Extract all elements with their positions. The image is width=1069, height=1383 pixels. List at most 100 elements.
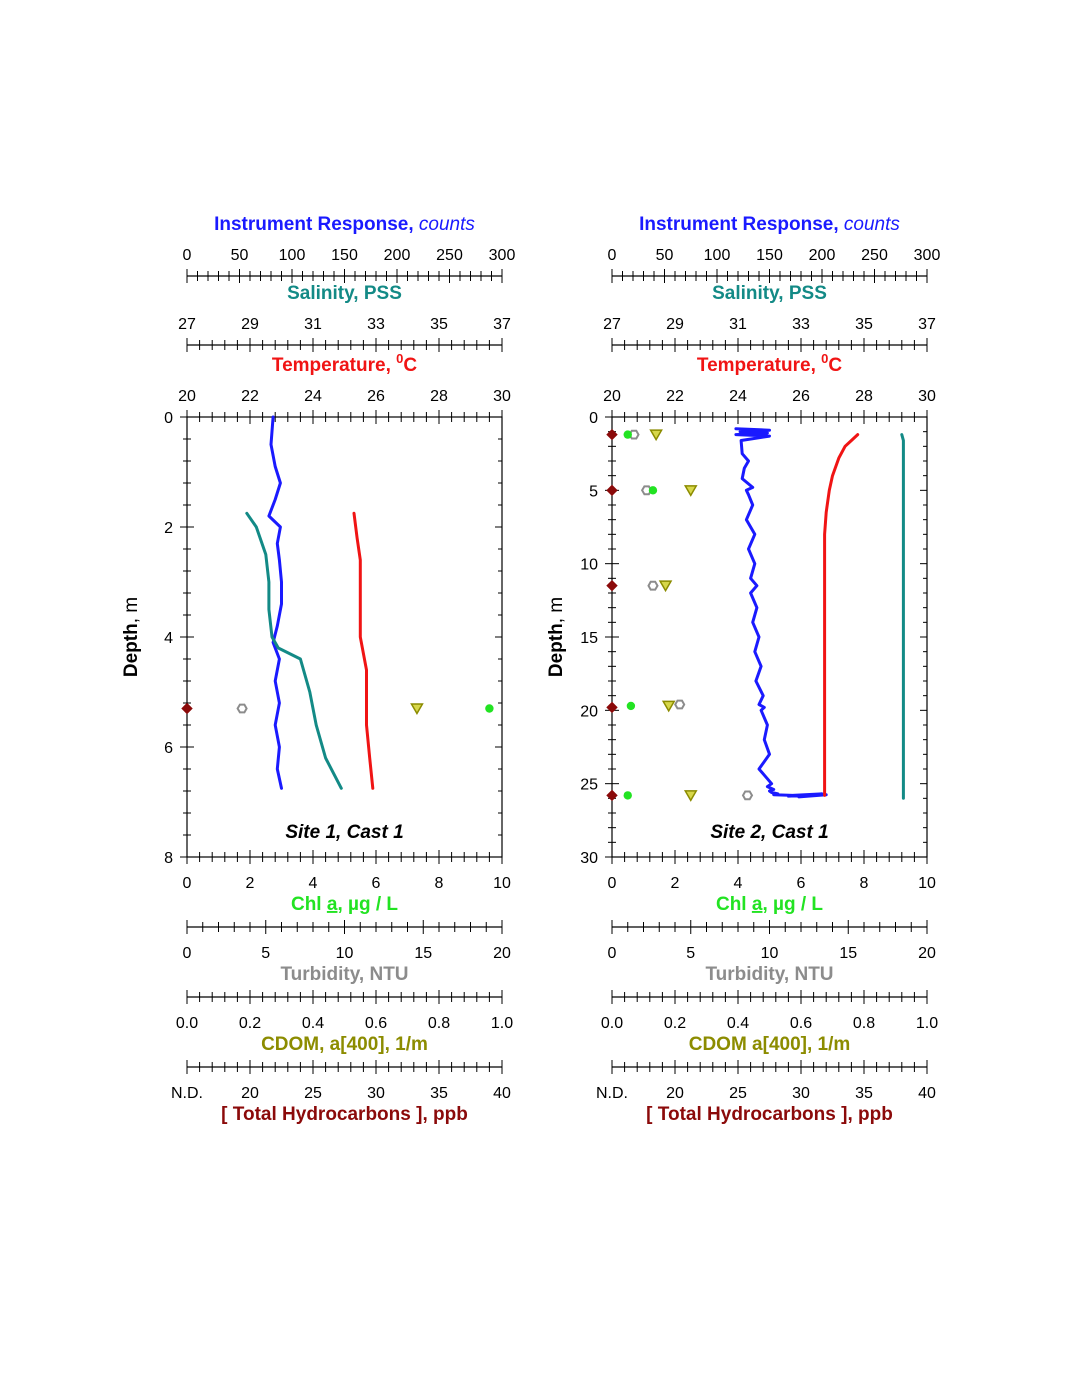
thc-axis-title: [ Total Hydrocarbons ], ppb: [221, 1104, 468, 1125]
tick-label: 10: [918, 875, 936, 892]
tick-label: 20: [666, 1085, 684, 1102]
tick-label: 8: [860, 875, 869, 892]
tick-label: 29: [241, 316, 259, 333]
tick-label: 0.6: [790, 1015, 812, 1032]
cdom-sample-marker: [658, 580, 673, 593]
cdom-axis-title: CDOM a[400], 1/m: [689, 1034, 851, 1055]
temp-axis-title: Temperature, 0C: [272, 351, 417, 376]
tick-label: 35: [430, 1085, 448, 1102]
tick-label: 2: [671, 875, 680, 892]
tick-label: 25: [729, 1085, 747, 1102]
tick-label: 35: [855, 316, 873, 333]
tick-label: 6: [164, 740, 173, 757]
turb-axis-title: Turbidity, NTU: [280, 964, 408, 985]
tick-label: 33: [792, 316, 810, 333]
tick-label: 24: [729, 388, 747, 405]
tick-label: 300: [914, 247, 941, 264]
tick-label: 0.8: [428, 1015, 450, 1032]
chl-sample-marker: [623, 430, 632, 439]
tick-label: 30: [493, 388, 511, 405]
tick-label: 30: [792, 1085, 810, 1102]
temp-profile-line: [352, 511, 375, 790]
turb-axis: 0 5 10 15 20 Turbidity, NTU: [608, 920, 936, 985]
ir-axis-title: Instrument Response, counts: [639, 214, 900, 235]
temp-axis-title: Temperature, 0C: [697, 351, 842, 376]
tick-label: 50: [656, 247, 674, 264]
tick-label: 0: [164, 410, 173, 427]
thc-sample-marker: [606, 701, 618, 714]
sal-axis: 27 29 31 33 35 37 Salinity, PSS: [603, 283, 936, 352]
tick-label: 30: [580, 850, 598, 867]
chl-axis-title: Chl a, µg / L: [716, 894, 823, 915]
tick-label: 0.4: [302, 1015, 324, 1032]
tick-label: 15: [414, 945, 432, 962]
tick-label: 30: [918, 388, 936, 405]
thc-sample-marker: [606, 579, 618, 592]
tick-label: 10: [761, 945, 779, 962]
tick-label: 24: [304, 388, 322, 405]
chl-axis-title: Chl a, µg / L: [291, 894, 398, 915]
tick-label: N.D.: [596, 1085, 628, 1102]
chl-axis: 0 2 4 6 8 10 Chl a, µg / L: [608, 850, 936, 915]
turb-sample-marker: [741, 790, 754, 801]
tick-label: 4: [164, 630, 173, 647]
tick-label: 5: [589, 483, 598, 500]
tick-label: 31: [304, 316, 322, 333]
ir-axis: 0 50 100 150 200 250 300 Instrument Response, c…: [608, 214, 941, 283]
tick-label: 8: [164, 850, 173, 867]
tick-label: 100: [279, 247, 306, 264]
tick-label: 0.6: [365, 1015, 387, 1032]
tick-label: 2: [246, 875, 255, 892]
thc-axis: N.D. 20 25 30 35 40 [ Total Hydrocarbons ], pp…: [171, 1060, 511, 1125]
tick-label: 20: [493, 945, 511, 962]
sal-axis-title: Salinity, PSS: [712, 283, 827, 304]
turb-sample-marker: [674, 699, 686, 710]
thc-sample-marker: [606, 428, 618, 441]
temp-axis: 20 22 24 26 28 30 Temperature, 0C: [603, 351, 936, 424]
tick-label: 250: [861, 247, 888, 264]
tick-label: 4: [309, 875, 318, 892]
tick-label: 20: [580, 703, 598, 720]
thc-sample-marker: [181, 702, 193, 715]
depth-axis: 0 5 10 15 20 25 30 Depth, m: [546, 410, 927, 867]
depth-axis-title: Depth, m: [121, 597, 142, 677]
tick-label: 27: [178, 316, 196, 333]
tick-label: 0.8: [853, 1015, 875, 1032]
tick-label: 35: [855, 1085, 873, 1102]
tick-label: N.D.: [171, 1085, 203, 1102]
ir-axis-title: Instrument Response, counts: [214, 214, 475, 235]
thc-sample-marker: [606, 789, 618, 802]
tick-label: 6: [797, 875, 806, 892]
turb-sample-marker: [647, 580, 659, 591]
tick-label: 1.0: [491, 1015, 513, 1032]
sal-profile-line: [900, 433, 905, 800]
tick-label: 0.4: [727, 1015, 749, 1032]
tick-label: 20: [918, 945, 936, 962]
tick-label: 100: [704, 247, 731, 264]
tick-label: 20: [603, 388, 621, 405]
tick-label: 26: [792, 388, 810, 405]
tick-label: 22: [241, 388, 259, 405]
tick-label: 200: [809, 247, 836, 264]
tick-label: 40: [493, 1085, 511, 1102]
tick-label: 0: [183, 875, 192, 892]
ir-axis: 0 50 100 150 200 250 300 Instrument Response, c…: [183, 214, 516, 283]
panel-label: Site 1, Cast 1: [285, 822, 403, 843]
tick-label: 0.2: [239, 1015, 261, 1032]
tick-label: 10: [493, 875, 511, 892]
tick-label: 50: [231, 247, 249, 264]
tick-label: 300: [489, 247, 516, 264]
turb-sample-marker: [236, 703, 248, 714]
chl-sample-marker: [626, 701, 636, 711]
cdom-axis-title: CDOM, a[400], 1/m: [261, 1034, 428, 1055]
cdom-sample-marker: [683, 790, 698, 802]
cdom-sample-marker: [683, 485, 698, 497]
tick-label: 2: [164, 520, 173, 537]
tick-label: 5: [261, 945, 270, 962]
sal-profile-line: [245, 511, 343, 790]
tick-label: 26: [367, 388, 385, 405]
cdom-axis: 0.0 0.2 0.4 0.6 0.8 1.0 CDOM a[400], 1/m: [601, 990, 938, 1055]
